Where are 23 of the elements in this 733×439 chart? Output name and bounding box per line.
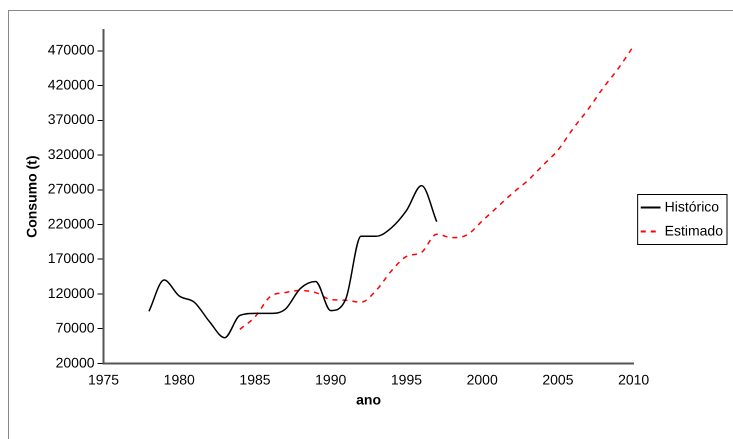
x-tick-label: 1985 [239,372,271,388]
y-tick-label: 120000 [48,284,95,301]
y-tick-label: 370000 [48,111,95,128]
y-tick-label: 420000 [48,76,95,92]
line-series [148,184,438,338]
x-axis-title: ano [356,391,382,408]
x-tick-label: 1980 [164,372,196,388]
y-tick-label: 170000 [48,250,95,266]
y-tick-label: 270000 [48,180,95,197]
x-tick-label: 2005 [542,372,574,388]
x-tick-label: 2000 [466,372,498,388]
legend-label: Estimado [664,222,724,238]
y-axis-title: Consumo (t) [23,155,40,238]
x-tick-label: 1975 [88,372,120,388]
y-tick-label: 470000 [48,42,95,58]
x-tick-label: 1990 [315,372,346,388]
y-tick-label: 320000 [48,146,95,162]
legend-label: Histórico [664,198,720,214]
y-tick-label: 220000 [48,215,95,232]
y-tick-label: 20000 [56,354,95,370]
x-tick-label: 1995 [390,372,422,388]
y-tick-label: 70000 [56,320,95,336]
x-tick-label: 2010 [618,372,650,388]
